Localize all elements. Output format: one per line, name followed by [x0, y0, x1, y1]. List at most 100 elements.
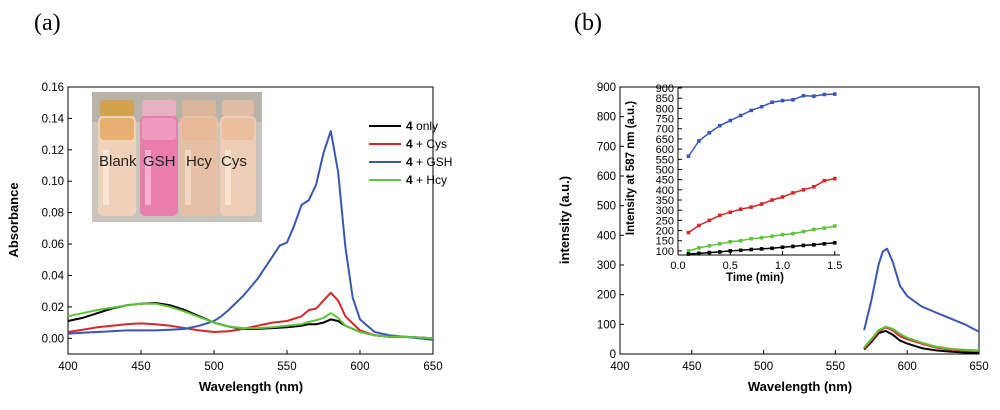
a-xtick-450: 450 — [131, 361, 150, 373]
inset-ytick-500: 500 — [656, 164, 674, 176]
vial-label-hcy: Hcy — [186, 153, 212, 170]
inset-ytick-800: 800 — [656, 103, 674, 115]
inset-ytick-150: 150 — [656, 236, 674, 248]
inset-point-4-hcy — [759, 235, 764, 240]
vial-gsh — [140, 100, 178, 216]
inset-point-4-only — [697, 251, 701, 256]
inset-point-4-cys — [707, 218, 712, 223]
panel-a-chart: 400 450 500 550 600 650 0.00 0.02 0.04 0.06 0.08 0.… — [6, 82, 452, 394]
inset-point-4-cys — [749, 205, 753, 209]
inset-point-4-gsh — [707, 131, 712, 135]
inset-ticks: 0.0 0.5 1.0 1.5 1001502002503003504004505005… — [656, 83, 843, 272]
inset-ytick-300: 300 — [656, 205, 674, 217]
b-xtick-600: 600 — [898, 361, 917, 373]
vial-label-gsh: GSH — [143, 153, 176, 170]
inset-point-4-only — [749, 247, 753, 252]
inset-ytick-600: 600 — [656, 144, 674, 156]
vial-label-cys: Cys — [221, 153, 247, 170]
legend-item-4-only: 4 only — [369, 119, 438, 133]
b-ytick-800: 800 — [597, 112, 616, 124]
legend-item-4-cys: 4 + Cys — [369, 137, 447, 151]
inset-point-4-only — [759, 247, 764, 251]
inset-point-4-hcy — [749, 236, 753, 241]
inset-ytick-850: 850 — [656, 93, 674, 105]
legend-item-4-gsh: 4 + GSH — [369, 155, 452, 169]
b-xtick-500: 500 — [754, 361, 773, 373]
vial-hcy — [180, 100, 218, 216]
inset-point-4-cys — [812, 184, 816, 189]
b-ytick-200: 200 — [597, 290, 616, 302]
inset-point-4-hcy — [686, 249, 691, 253]
inset-xtick-1-0: 1.0 — [775, 260, 790, 272]
inset-point-4-gsh — [697, 139, 701, 143]
a-xtick-400: 400 — [58, 361, 77, 373]
inset-point-4-gsh — [791, 98, 795, 102]
inset-point-4-gsh — [812, 94, 816, 98]
b-xtick-400: 400 — [610, 361, 629, 373]
inset-point-4-cys — [822, 178, 827, 183]
inset-point-4-only — [728, 249, 733, 253]
b-ytick-500: 500 — [597, 201, 616, 213]
inset-point-4-hcy — [832, 224, 837, 228]
inset-xlabel: Time (min) — [726, 272, 784, 284]
vial-cys — [220, 100, 256, 216]
panel-b-inset: 0.0 0.5 1.0 1.5 1001502002503003504004505005… — [625, 83, 842, 284]
svg-text:4 only: 4 only — [406, 119, 438, 133]
inset-ytick-900: 900 — [656, 83, 674, 95]
b-xtick-650: 650 — [969, 361, 988, 373]
a-xtick-550: 550 — [277, 361, 296, 373]
panel-a-series — [67, 130, 434, 341]
inset-ylabel: Intensity at 587 nm (a.u.) — [625, 101, 637, 235]
inset-ytick-550: 550 — [656, 154, 674, 166]
panel-a-ticks: 400 450 500 550 600 650 0.00 0.02 0.04 0.06 0.08 0.… — [42, 82, 443, 373]
inset-point-4-cys — [759, 202, 764, 206]
inset-point-4-only — [822, 241, 827, 246]
b-ytick-700: 700 — [597, 141, 616, 153]
legend-item-4-hcy: 4 + Hcy — [369, 173, 447, 187]
b-line-4-gsh — [863, 247, 980, 333]
inset-point-4-cys — [770, 198, 774, 202]
inset-point-4-gsh — [759, 104, 764, 109]
inset-point-4-only — [707, 250, 712, 255]
a-xtick-650: 650 — [423, 361, 442, 373]
inset-point-4-gsh — [718, 123, 722, 128]
panel-b-label: (b) — [574, 10, 602, 36]
inset-point-4-hcy — [812, 227, 816, 232]
svg-text:4 + GSH: 4 + GSH — [406, 155, 452, 169]
inset-point-4-only — [832, 240, 837, 245]
inset-point-4-only — [738, 248, 743, 253]
a-ytick-0-00: 0.00 — [42, 333, 64, 345]
inset-point-4-gsh — [686, 154, 691, 159]
panel-b-series — [863, 247, 980, 355]
inset-point-4-cys — [728, 210, 733, 215]
a-ytick-0-10: 0.10 — [42, 176, 64, 188]
inset-ytick-750: 750 — [656, 114, 674, 126]
vials-photo: Blank GSH Hcy Cys — [92, 92, 262, 222]
inset-point-4-cys — [801, 188, 806, 192]
inset-ytick-100: 100 — [656, 246, 674, 258]
inset-point-4-only — [686, 252, 691, 256]
inset-point-4-cys — [718, 213, 722, 218]
a-line-4-gsh — [67, 130, 434, 341]
inset-point-4-hcy — [801, 229, 806, 234]
a-line-4-cys — [67, 291, 434, 340]
inset-point-4-hcy — [780, 232, 785, 237]
inset-ytick-400: 400 — [656, 185, 674, 197]
inset-point-4-cys — [791, 191, 795, 195]
inset-point-4-hcy — [697, 246, 701, 250]
inset-ytick-650: 650 — [656, 134, 674, 146]
inset-point-4-hcy — [738, 238, 743, 243]
inset-point-4-hcy — [791, 231, 795, 236]
svg-text:4 + Cys: 4 + Cys — [406, 137, 447, 151]
inset-point-4-cys — [780, 195, 785, 199]
inset-ytick-450: 450 — [656, 175, 674, 187]
inset-point-4-hcy — [728, 239, 733, 244]
inset-point-4-only — [780, 245, 785, 250]
inset-point-4-cys — [686, 230, 691, 235]
inset-point-4-hcy — [822, 226, 827, 230]
inset-point-4-cys — [738, 207, 743, 211]
panel-a-ylabel: Absorbance — [6, 182, 21, 257]
inset-point-4-gsh — [822, 92, 827, 97]
inset-point-4-only — [791, 244, 795, 249]
